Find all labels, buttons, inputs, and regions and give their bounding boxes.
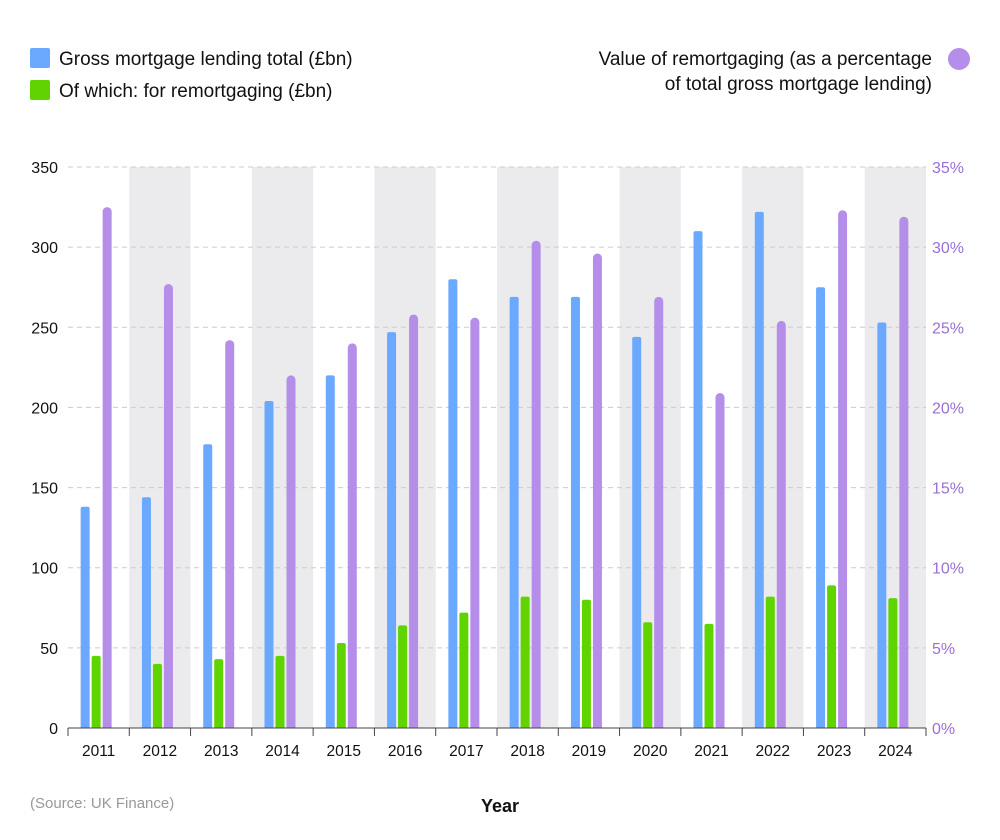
bar-gross [509, 296, 519, 728]
legend-swatch-gross [30, 48, 50, 68]
axes: 0 0% 50 5% 100 10% 150 15% 200 20% 250 25% 300 30% 350… [31, 160, 964, 760]
bar-remortgage [91, 655, 101, 728]
y-left-tick-label: 100 [31, 561, 58, 578]
bar-remortgage [275, 655, 285, 728]
legend-swatch-remortgage [30, 80, 50, 100]
bar-remortgage [152, 663, 162, 728]
bar-gross [632, 336, 642, 728]
bar-gross [325, 375, 335, 728]
bars [80, 207, 909, 729]
y-left-tick-label: 50 [40, 641, 58, 658]
x-tick-label: 2011 [82, 743, 115, 760]
x-tick-label: 2020 [633, 743, 668, 760]
bar-remortgage [704, 623, 714, 728]
y-left-tick-label: 300 [31, 240, 58, 257]
bar-gross [877, 322, 887, 728]
x-tick-label: 2017 [449, 743, 483, 760]
bar-remortgage [459, 612, 469, 728]
bar-percent [409, 314, 419, 728]
bar-gross [141, 497, 151, 728]
legend-label-percent-line2: of total gross mortgage lending) [665, 74, 932, 95]
y-left-tick-label: 200 [31, 400, 58, 417]
bar-remortgage [214, 659, 224, 728]
x-tick-label: 2024 [878, 743, 913, 760]
column-band [129, 167, 191, 728]
x-tick-label: 2023 [817, 743, 851, 760]
bar-percent [838, 210, 848, 728]
bar-remortgage [336, 643, 346, 728]
y-right-tick-label: 15% [932, 481, 964, 498]
y-right-tick-label: 20% [932, 400, 964, 417]
y-left-tick-label: 150 [31, 481, 58, 498]
legend-swatch-percent [948, 48, 970, 70]
y-right-tick-label: 0% [932, 721, 955, 738]
x-tick-label: 2018 [510, 743, 544, 760]
bar-gross [570, 296, 580, 728]
bar-percent [286, 375, 296, 728]
bar-gross [80, 506, 90, 728]
x-tick-label: 2014 [265, 743, 300, 760]
y-right-tick-label: 25% [932, 320, 964, 337]
x-tick-label: 2016 [388, 743, 422, 760]
bar-remortgage [398, 625, 408, 728]
bar-remortgage [643, 622, 653, 728]
bar-remortgage [581, 599, 591, 728]
bar-percent [654, 296, 664, 728]
y-right-tick-label: 30% [932, 240, 964, 257]
y-right-tick-label: 10% [932, 561, 964, 578]
x-axis-title: Year [481, 796, 519, 816]
y-right-tick-label: 35% [932, 160, 964, 177]
bar-percent [225, 340, 235, 728]
x-tick-label: 2015 [327, 743, 361, 760]
legend-label-remortgage: Of which: for remortgaging (£bn) [59, 81, 333, 102]
bar-gross [203, 444, 213, 728]
y-right-tick-label: 5% [932, 641, 955, 658]
column-band [251, 167, 314, 728]
bar-gross [693, 231, 703, 728]
x-tick-label: 2019 [572, 743, 606, 760]
bar-percent [102, 207, 112, 729]
source-note: (Source: UK Finance) [30, 795, 174, 812]
bar-remortgage [520, 596, 530, 728]
bar-gross [448, 279, 458, 728]
x-tick-label: 2013 [204, 743, 238, 760]
bar-percent [715, 393, 725, 728]
bar-gross [264, 401, 274, 728]
bar-gross [387, 332, 397, 728]
y-left-tick-label: 350 [31, 160, 58, 177]
y-left-tick-label: 250 [31, 320, 58, 337]
bar-gross [754, 211, 764, 728]
y-left-tick-label: 0 [49, 721, 58, 738]
x-tick-label: 2022 [756, 743, 790, 760]
legend: Gross mortgage lending total (£bn) Of wh… [30, 48, 970, 102]
bar-remortgage [827, 585, 837, 728]
bar-percent [470, 317, 480, 728]
bar-percent [776, 320, 786, 728]
bar-percent [347, 343, 357, 728]
bar-gross [816, 287, 826, 728]
x-tick-label: 2012 [143, 743, 177, 760]
bar-remortgage [765, 596, 775, 728]
bar-percent [163, 284, 173, 728]
legend-label-gross: Gross mortgage lending total (£bn) [59, 49, 353, 70]
legend-label-percent-line1: Value of remortgaging (as a percentage [599, 49, 932, 70]
bar-percent [592, 253, 602, 728]
bar-remortgage [888, 598, 898, 728]
x-tick-label: 2021 [694, 743, 728, 760]
bar-percent [899, 216, 909, 728]
bar-percent [531, 240, 541, 728]
